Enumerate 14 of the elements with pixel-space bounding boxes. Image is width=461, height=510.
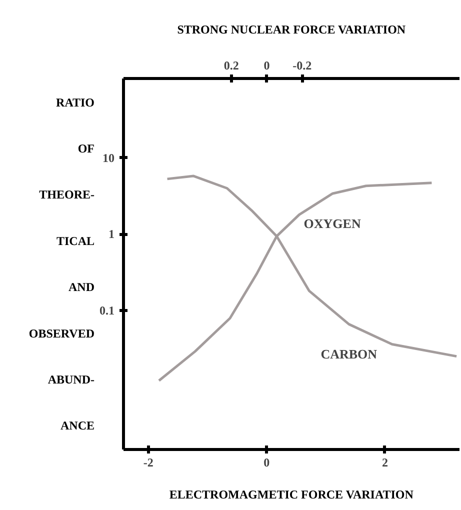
x-tick-label: 2 (382, 456, 388, 470)
series-label: CARBON (320, 346, 378, 362)
x2-tick-label: -0.2 (292, 58, 312, 72)
series-label: OXYGEN (304, 216, 362, 232)
text: RATIO OF THEORE- TICAL AND OBSERVED ABUND- ANCE (28, 95, 95, 433)
x-tick-label: -2 (143, 456, 154, 470)
x2-axis-title: STRONG NUCLEAR FORCE VARIATION (177, 22, 406, 36)
y-tick-label: 10 (102, 150, 114, 165)
x-tick-label: 0 (264, 456, 270, 470)
x2-tick-label: 0 (264, 58, 270, 72)
x-axis-title: ELECTROMAGMETIC FORCE VARIATION (169, 488, 414, 502)
y-tick-label: 1 (108, 227, 114, 242)
x2-tick-label: 0.2 (224, 58, 239, 72)
y-tick-label: 0.1 (100, 303, 114, 318)
